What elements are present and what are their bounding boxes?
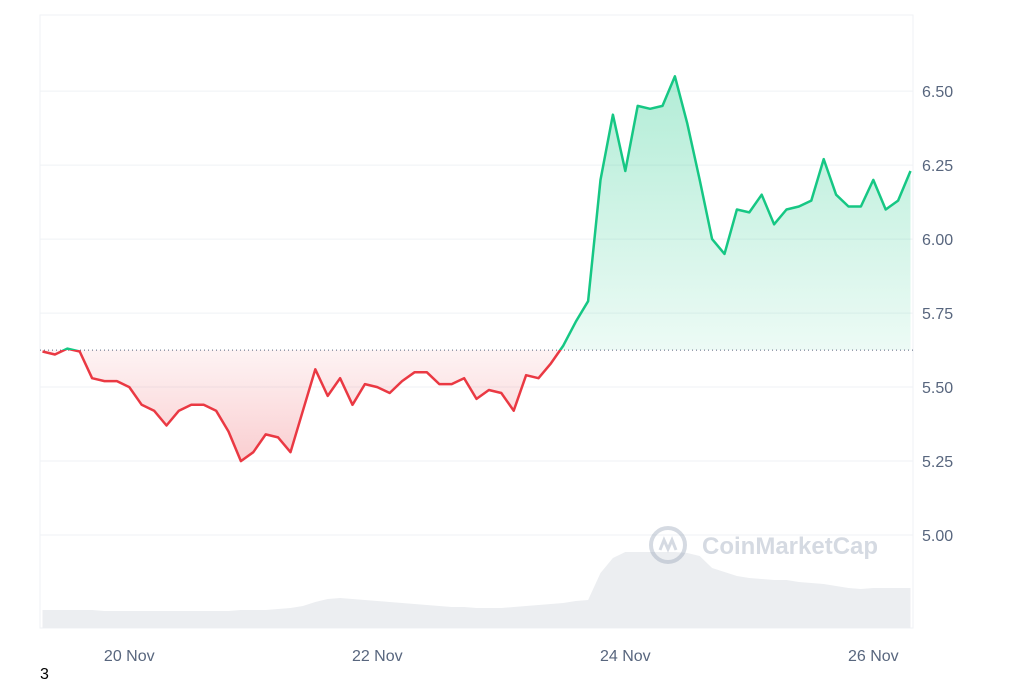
y-tick-label: 6.25 — [922, 158, 953, 175]
x-tick-label: 20 Nov — [104, 648, 155, 665]
watermark-text: CoinMarketCap — [702, 533, 878, 560]
watermark: CoinMarketCap — [649, 526, 878, 564]
y-tick-label: 6.00 — [922, 232, 953, 249]
y-tick-label: 5.00 — [922, 528, 953, 545]
y-tick-label: 5.75 — [922, 306, 953, 323]
x-tick-label: 26 Nov — [848, 648, 899, 665]
footer-text: 3 — [40, 666, 49, 683]
y-tick-label: 5.25 — [922, 454, 953, 471]
x-tick-label: 22 Nov — [352, 648, 403, 665]
volume-area — [42, 552, 911, 628]
price-area — [42, 76, 911, 462]
price-line — [42, 75, 912, 463]
y-tick-label: 5.50 — [922, 380, 953, 397]
x-tick-label: 24 Nov — [600, 648, 651, 665]
price-layer — [40, 75, 913, 463]
watermark-logo-mark — [658, 536, 678, 553]
watermark-logo — [649, 526, 687, 564]
volume-layer — [42, 552, 911, 628]
axes: 5.00 5.25 5.50 5.75 6.00 6.25 6.50 20 Nov 22 Nov… — [104, 84, 953, 665]
y-tick-label: 6.50 — [922, 84, 953, 101]
